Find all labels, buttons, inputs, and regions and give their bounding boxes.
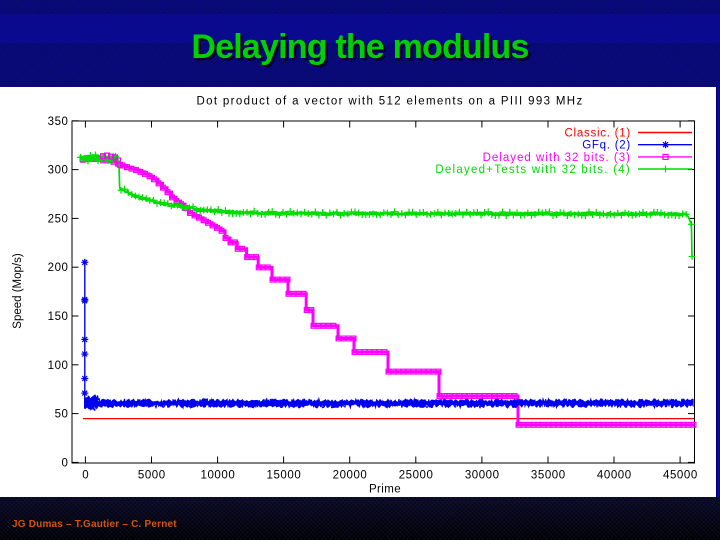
svg-text:150: 150 [48, 311, 69, 323]
svg-text:35000: 35000 [531, 470, 566, 482]
svg-text:300: 300 [48, 165, 69, 177]
svg-text:0: 0 [82, 470, 89, 482]
svg-text:Delayed with 32 bits. (3): Delayed with 32 bits. (3) [483, 152, 631, 164]
svg-text:20000: 20000 [333, 470, 368, 482]
svg-text:250: 250 [48, 213, 69, 225]
svg-text:25000: 25000 [399, 470, 434, 482]
svg-text:Classic. (1): Classic. (1) [564, 128, 631, 140]
svg-text:45000: 45000 [663, 470, 698, 482]
svg-text:Dot product of a vector with 5: Dot product of a vector with 512 element… [196, 96, 583, 108]
svg-text:Delayed+Tests with 32 bits. (4: Delayed+Tests with 32 bits. (4) [435, 164, 631, 176]
svg-text:40000: 40000 [597, 470, 632, 482]
svg-text:15000: 15000 [267, 470, 302, 482]
svg-text:0: 0 [62, 457, 69, 469]
svg-text:5000: 5000 [138, 470, 166, 482]
svg-text:Speed (Mop/s): Speed (Mop/s) [12, 253, 24, 329]
svg-text:30000: 30000 [465, 470, 500, 482]
svg-text:GFq. (2): GFq. (2) [582, 140, 631, 152]
svg-text:350: 350 [48, 116, 69, 128]
svg-text:50: 50 [55, 409, 69, 421]
svg-text:10000: 10000 [201, 470, 236, 482]
svg-text:200: 200 [48, 262, 69, 274]
svg-text:Prime: Prime [369, 484, 401, 496]
svg-text:100: 100 [48, 360, 69, 372]
